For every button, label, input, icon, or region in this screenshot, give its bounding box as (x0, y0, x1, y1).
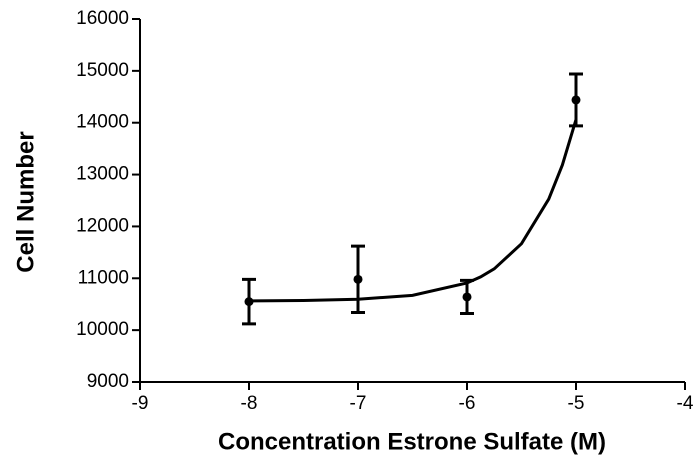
x-tick-label: -7 (350, 393, 367, 414)
data-point (462, 292, 472, 302)
data-point (244, 297, 254, 307)
x-tick-label: -4 (677, 393, 694, 414)
data-point (571, 95, 581, 105)
x-tick-label: -8 (241, 393, 258, 414)
x-axis-label: Concentration Estrone Sulfate (M) (218, 428, 606, 455)
y-tick-label: 15000 (76, 60, 129, 81)
data-point (353, 274, 363, 284)
y-tick-label: 9000 (87, 371, 129, 392)
x-tick-label: -9 (132, 393, 149, 414)
x-tick-label: -5 (568, 393, 585, 414)
y-tick-label: 12000 (76, 215, 129, 236)
y-tick-label: 13000 (76, 164, 129, 185)
y-tick-label: 14000 (76, 112, 129, 133)
y-tick-label: 16000 (76, 8, 129, 29)
y-tick-label: 11000 (78, 267, 129, 288)
y-tick-label: 10000 (76, 319, 129, 340)
y-axis-label: Cell Number (12, 131, 39, 272)
x-tick-label: -6 (459, 393, 476, 414)
fit-curve (248, 119, 578, 303)
